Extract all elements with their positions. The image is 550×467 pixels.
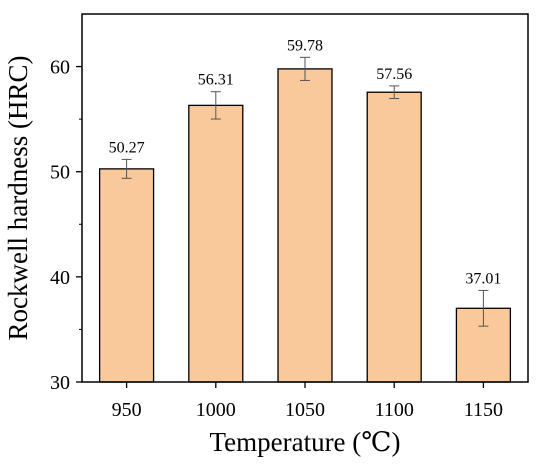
bar-1100	[366, 91, 422, 383]
bar-1050	[277, 68, 333, 383]
y-axis-title: Rockwell hardness (HRC)	[3, 56, 33, 341]
y-tick-label-30: 30	[50, 372, 70, 394]
y-tick-label-40: 40	[50, 267, 70, 289]
error-bar-1150	[478, 289, 489, 327]
x-tick-label-1000: 1000	[196, 399, 236, 421]
bar-1000	[188, 104, 244, 383]
bar-950	[98, 168, 155, 383]
x-axis: 950 1000 1050 1100 1150	[112, 382, 503, 421]
y-axis: 30 40 50 60	[50, 57, 82, 394]
bars-layer	[98, 68, 512, 383]
data-labels-layer: 50.27 56.31 59.78 57.56 37.01	[109, 37, 502, 287]
error-bars-layer	[121, 56, 489, 327]
data-label-950: 50.27	[109, 139, 145, 156]
data-label-1150: 37.01	[465, 270, 501, 287]
x-tick-label-1100: 1100	[375, 399, 414, 421]
error-bar-1100	[389, 85, 400, 100]
data-label-1050: 59.78	[287, 37, 323, 54]
y-tick-label-60: 60	[50, 57, 70, 79]
x-tick-label-1150: 1150	[464, 399, 503, 421]
error-bar-950	[121, 158, 132, 179]
error-bar-1000	[210, 91, 221, 120]
y-tick-label-50: 50	[50, 162, 70, 184]
x-tick-label-1050: 1050	[285, 399, 325, 421]
error-bar-1050	[300, 56, 310, 81]
data-label-1000: 56.31	[198, 72, 234, 89]
x-tick-label-950: 950	[112, 399, 142, 421]
x-axis-title: Temperature (℃)	[210, 427, 401, 457]
data-label-1100: 57.56	[376, 66, 412, 83]
